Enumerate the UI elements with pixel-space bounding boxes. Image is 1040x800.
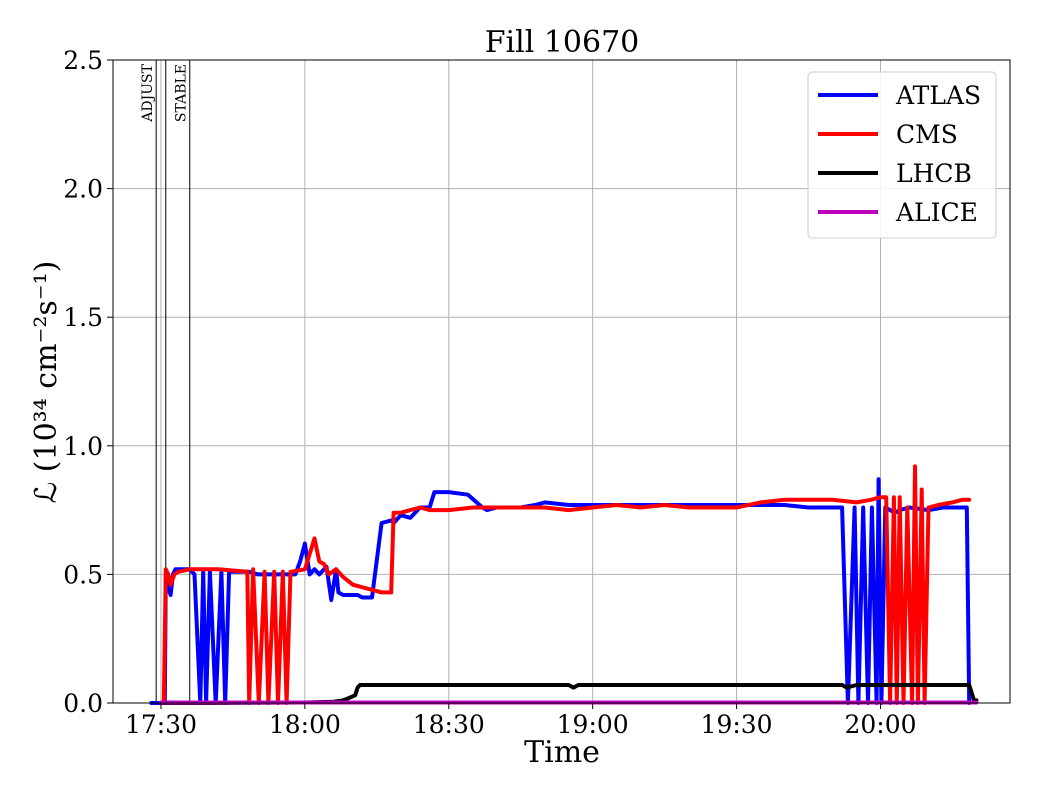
legend-label: LHCB bbox=[896, 159, 972, 188]
axis-ticks: 17:30 18:00 18:30 19:00 19:30 20:00 0.0 0.5 1.0 1… bbox=[63, 46, 916, 739]
x-tick-label: 19:00 bbox=[557, 710, 629, 739]
series-line-atlas bbox=[149, 477, 972, 705]
legend-label: CMS bbox=[896, 120, 958, 149]
legend-label: ALICE bbox=[895, 198, 978, 227]
x-tick-label: 18:00 bbox=[269, 710, 341, 739]
data-series bbox=[149, 464, 979, 705]
series-line-cms bbox=[161, 464, 972, 705]
x-tick-label: 17:30 bbox=[125, 710, 197, 739]
phase-marker-label: ADJUST bbox=[140, 63, 156, 122]
y-axis-label: ℒ (10³⁴ cm⁻²s⁻¹) bbox=[29, 261, 64, 504]
y-tick-label: 0.5 bbox=[63, 560, 103, 589]
x-tick-label: 20:00 bbox=[844, 710, 916, 739]
x-tick-label: 18:30 bbox=[413, 710, 485, 739]
y-tick-label: 2.0 bbox=[63, 175, 103, 204]
legend: ATLAS CMS LHCB ALICE bbox=[807, 71, 997, 239]
x-tick-label: 19:30 bbox=[701, 710, 773, 739]
legend-box bbox=[807, 71, 997, 239]
y-tick-label: 2.5 bbox=[63, 46, 103, 75]
y-tick-label: 1.0 bbox=[63, 432, 103, 461]
plot-frame bbox=[112, 59, 1011, 704]
series-line-lhcb bbox=[159, 683, 979, 705]
phase-markers: ADJUST STABLE bbox=[140, 60, 191, 703]
phase-marker-label: STABLE bbox=[174, 64, 190, 122]
y-tick-label: 0.0 bbox=[63, 689, 103, 718]
y-tick-label: 1.5 bbox=[63, 303, 103, 332]
x-axis-label: Time bbox=[524, 735, 600, 770]
chart-title: Fill 10670 bbox=[485, 25, 640, 60]
legend-label: ATLAS bbox=[895, 81, 981, 110]
